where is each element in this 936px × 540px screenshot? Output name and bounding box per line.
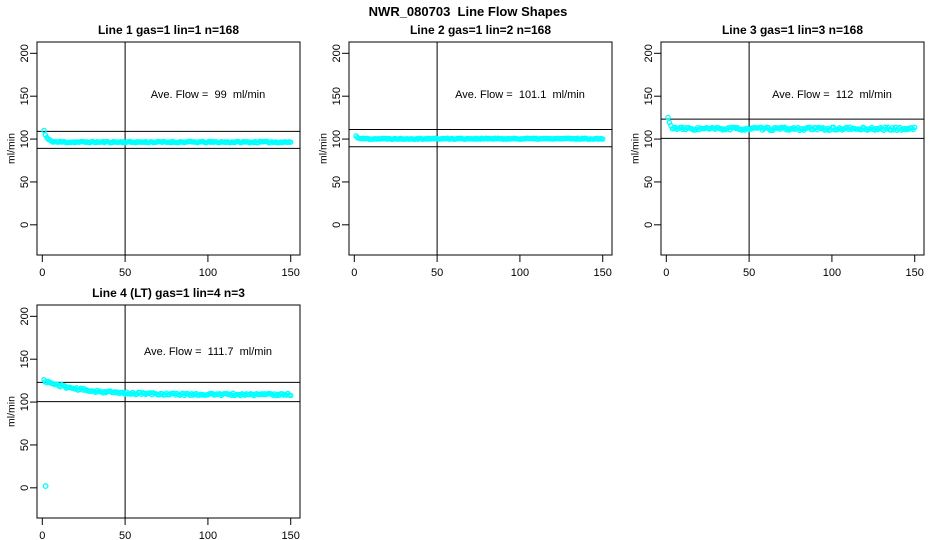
y-tick-label: 150 xyxy=(643,87,655,105)
x-tick-label: 100 xyxy=(199,530,217,540)
y-tick-label: 0 xyxy=(331,222,343,228)
panel-4: 0 50 100 150 0 50 100 150 200 ml/min xyxy=(6,304,301,540)
x-tick-label: 150 xyxy=(594,267,612,279)
y-tick-label: 50 xyxy=(19,176,31,188)
panel-1-ave-flow-annotation: Ave. Flow = 99 ml/min xyxy=(150,89,266,101)
plot-box xyxy=(36,304,301,519)
data-point xyxy=(911,124,918,131)
y-tick-label: 50 xyxy=(643,176,655,188)
panel-2-title: Line 2 gas=1 lin=2 n=168 xyxy=(409,23,552,37)
x-tick-label: 0 xyxy=(39,530,45,540)
x-tick-label: 0 xyxy=(351,267,357,279)
x-tick-label: 50 xyxy=(431,267,443,279)
x-tick-label: 100 xyxy=(199,267,217,279)
x-tick-label: 100 xyxy=(511,267,529,279)
data-point xyxy=(41,127,47,134)
x-tick-label: 50 xyxy=(119,267,131,279)
main-title: NWR_080703 Line Flow Shapes xyxy=(368,4,568,19)
x-tick-label: 100 xyxy=(823,267,841,279)
y-tick-label: 150 xyxy=(331,87,343,105)
y-tick-label: 0 xyxy=(19,222,31,228)
x-tick-label: 0 xyxy=(39,267,45,279)
panel-3-title: Line 3 gas=1 lin=3 n=168 xyxy=(721,23,864,37)
y-tick-label: 0 xyxy=(643,222,655,228)
x-tick-label: 50 xyxy=(119,530,131,540)
y-tick-label: 50 xyxy=(331,176,343,188)
data-points xyxy=(665,114,918,134)
data-points xyxy=(41,127,294,146)
data-points xyxy=(41,377,294,490)
panel-4-ave-flow-annotation: Ave. Flow = 111.7 ml/min xyxy=(143,346,273,358)
y-tick-label: 100 xyxy=(19,393,31,411)
y-axis-label: ml/min xyxy=(6,133,18,164)
panel-1-title: Line 1 gas=1 lin=1 n=168 xyxy=(97,23,240,37)
y-axis-label: ml/min xyxy=(630,133,642,164)
y-tick-label: 200 xyxy=(643,44,655,62)
y-tick-label: 100 xyxy=(19,130,31,148)
y-tick-label: 200 xyxy=(331,44,343,62)
x-tick-label: 150 xyxy=(282,530,300,540)
panel-3-ave-flow-annotation: Ave. Flow = 112 ml/min xyxy=(772,89,892,101)
y-tick-label: 100 xyxy=(643,130,655,148)
plot-box xyxy=(660,41,925,256)
panel-2-ave-flow-annotation: Ave. Flow = 101.1 ml/min xyxy=(455,89,585,101)
panel-2: 0 50 100 150 0 50 100 150 200 ml/min xyxy=(318,41,613,279)
data-point xyxy=(287,139,294,145)
panel-4-title: Line 4 (LT) gas=1 lin=4 n=3 xyxy=(92,286,245,300)
y-tick-label: 200 xyxy=(19,44,31,62)
panel-3: 0 50 100 150 0 50 100 150 200 ml/min xyxy=(630,41,925,279)
plot-box xyxy=(36,41,301,256)
y-tick-label: 150 xyxy=(19,350,31,368)
y-axis-label: ml/min xyxy=(318,133,330,164)
y-tick-label: 150 xyxy=(19,87,31,105)
x-tick-label: 50 xyxy=(743,267,755,279)
x-tick-label: 150 xyxy=(906,267,924,279)
outlier-point xyxy=(42,483,49,490)
x-tick-label: 150 xyxy=(282,267,300,279)
plot-box xyxy=(348,41,613,256)
y-tick-label: 50 xyxy=(19,439,31,451)
data-point xyxy=(599,136,606,142)
data-point xyxy=(665,114,671,121)
x-tick-label: 0 xyxy=(663,267,669,279)
y-tick-label: 100 xyxy=(331,130,343,148)
y-axis-label: ml/min xyxy=(6,396,18,427)
y-tick-label: 200 xyxy=(19,307,31,325)
panel-1: 0 50 100 150 0 50 100 150 200 ml/min xyxy=(6,41,301,279)
data-point xyxy=(287,392,294,399)
data-points xyxy=(353,133,606,142)
y-tick-label: 0 xyxy=(19,485,31,491)
